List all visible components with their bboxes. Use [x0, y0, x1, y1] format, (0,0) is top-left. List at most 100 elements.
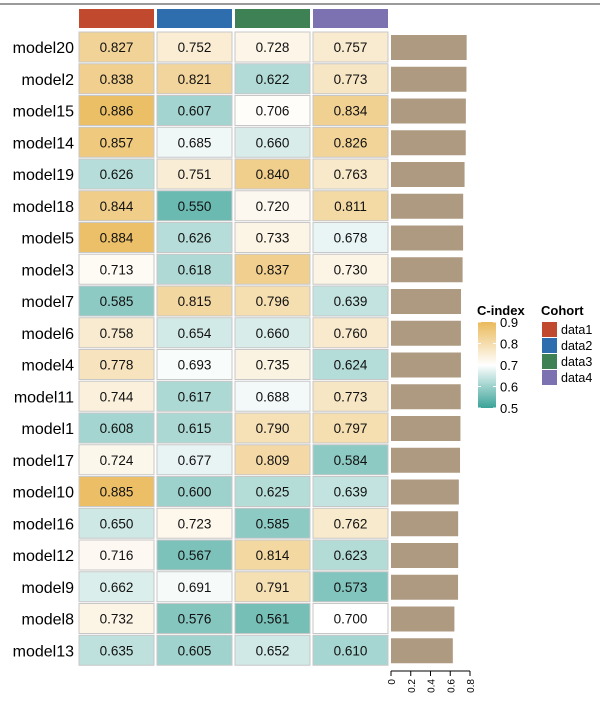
row-label: model1	[22, 421, 75, 438]
cohort-bar-data3	[235, 9, 310, 28]
cell-value-label: 0.797	[334, 421, 368, 436]
row-label: model13	[13, 643, 74, 660]
heatmap-cell	[156, 222, 233, 253]
cell-value-label: 0.654	[178, 326, 212, 341]
heatmap-cell	[156, 476, 233, 507]
bar-mean-model10	[391, 479, 459, 505]
cell-value-label: 0.826	[334, 135, 368, 150]
cell-value-label: 0.840	[256, 167, 290, 182]
heatmap-cell	[78, 126, 155, 158]
row-label: model19	[13, 167, 74, 184]
heatmap-cell	[312, 380, 389, 412]
bar-mean-model2	[391, 66, 467, 92]
bar-mean-model14	[391, 130, 466, 156]
cell-value-label: 0.815	[178, 294, 212, 309]
heatmap-cell	[234, 253, 311, 285]
cell-value-label: 0.732	[100, 612, 134, 627]
heatmap-cell	[156, 31, 233, 63]
heatmap-cell	[78, 507, 155, 539]
bar-axis-tick-label: 0.2	[407, 679, 418, 693]
cell-value-label: 0.744	[100, 389, 134, 404]
bar-mean-model1	[391, 416, 461, 441]
heatmap-cell	[78, 476, 155, 507]
cell-value-label: 0.844	[100, 199, 134, 214]
cell-value-label: 0.639	[334, 294, 368, 309]
heatmap-cell	[78, 253, 155, 285]
cell-value-label: 0.730	[334, 262, 368, 277]
cell-value-label: 0.837	[256, 262, 290, 277]
heatmap-cell	[78, 603, 155, 634]
cell-value-label: 0.567	[178, 548, 212, 563]
bar-mean-model11	[391, 384, 461, 410]
heatmap-cell	[312, 63, 389, 95]
cell-value-label: 0.685	[178, 135, 212, 150]
cohort-legend-label: data4	[561, 371, 592, 385]
heatmap-cell	[312, 158, 389, 190]
cell-value-label: 0.790	[256, 421, 290, 436]
heatmap-cell	[156, 126, 233, 158]
cell-value-label: 0.724	[100, 453, 134, 468]
heatmap-cell	[312, 539, 389, 571]
bar-axis-tick-label: 0.8	[466, 679, 477, 693]
cell-value-label: 0.791	[256, 580, 290, 595]
cell-value-label: 0.573	[334, 580, 368, 595]
heatmap-cell	[234, 126, 311, 158]
bar-mean-model5	[391, 225, 464, 251]
cell-value-label: 0.617	[178, 389, 212, 404]
heatmap-cell	[312, 507, 389, 539]
heatmap-cell	[234, 444, 311, 476]
cohort-swatch-data4	[542, 370, 557, 385]
heatmap-cell	[78, 95, 155, 126]
cell-value-label: 0.751	[178, 167, 212, 182]
bar-mean-model19	[391, 162, 465, 187]
cell-value-label: 0.762	[334, 516, 368, 531]
heatmap-cell	[156, 158, 233, 190]
cell-value-label: 0.700	[334, 612, 368, 627]
heatmap-cell	[312, 190, 389, 222]
cell-value-label: 0.773	[334, 389, 368, 404]
cell-value-label: 0.626	[178, 231, 212, 246]
row-label: model20	[13, 40, 74, 57]
cell-value-label: 0.660	[256, 135, 290, 150]
heatmap-cell	[156, 444, 233, 476]
cell-value-label: 0.733	[256, 231, 290, 246]
bar-mean-model12	[391, 543, 459, 568]
cell-value-label: 0.662	[100, 580, 134, 595]
row-label: model15	[13, 104, 74, 121]
cohort-swatch-data2	[542, 338, 557, 353]
heatmap-cell	[234, 476, 311, 507]
heatmap-cell	[234, 634, 311, 666]
cell-value-label: 0.660	[256, 326, 290, 341]
heatmap-cell	[234, 412, 311, 444]
row-label: model10	[13, 485, 74, 502]
cell-value-label: 0.857	[100, 135, 134, 150]
cell-value-label: 0.678	[334, 231, 368, 246]
cell-value-label: 0.720	[256, 199, 290, 214]
cohort-bar-data2	[157, 9, 232, 28]
colorbar-tick-label: 0.5	[500, 401, 518, 416]
heatmap-cell	[234, 349, 311, 380]
cell-value-label: 0.811	[334, 199, 367, 214]
bar-mean-model18	[391, 193, 464, 219]
heatmap-cell	[312, 285, 389, 317]
heatmap-cell	[78, 222, 155, 253]
row-label: model8	[22, 612, 75, 629]
cell-value-label: 0.607	[178, 104, 212, 119]
cell-value-label: 0.834	[334, 104, 368, 119]
cell-value-label: 0.728	[256, 40, 290, 55]
heatmap-cell	[156, 507, 233, 539]
heatmap-cells: 0.827 0.752 0.728 0.757 0.838 0.821 0.622 0.773…	[78, 31, 389, 666]
heatmap-cell	[156, 634, 233, 666]
row-label: model12	[13, 548, 74, 565]
row-label: model18	[13, 199, 74, 216]
cell-value-label: 0.716	[100, 548, 134, 563]
cell-value-label: 0.814	[256, 548, 290, 563]
heatmap-cell	[312, 444, 389, 476]
bar-mean-model6	[391, 320, 461, 346]
heatmap-cell	[156, 253, 233, 285]
cell-value-label: 0.796	[256, 294, 290, 309]
colorbar-tick-label: 0.6	[500, 380, 518, 395]
cell-value-label: 0.650	[100, 516, 134, 531]
cell-value-label: 0.600	[178, 485, 212, 500]
